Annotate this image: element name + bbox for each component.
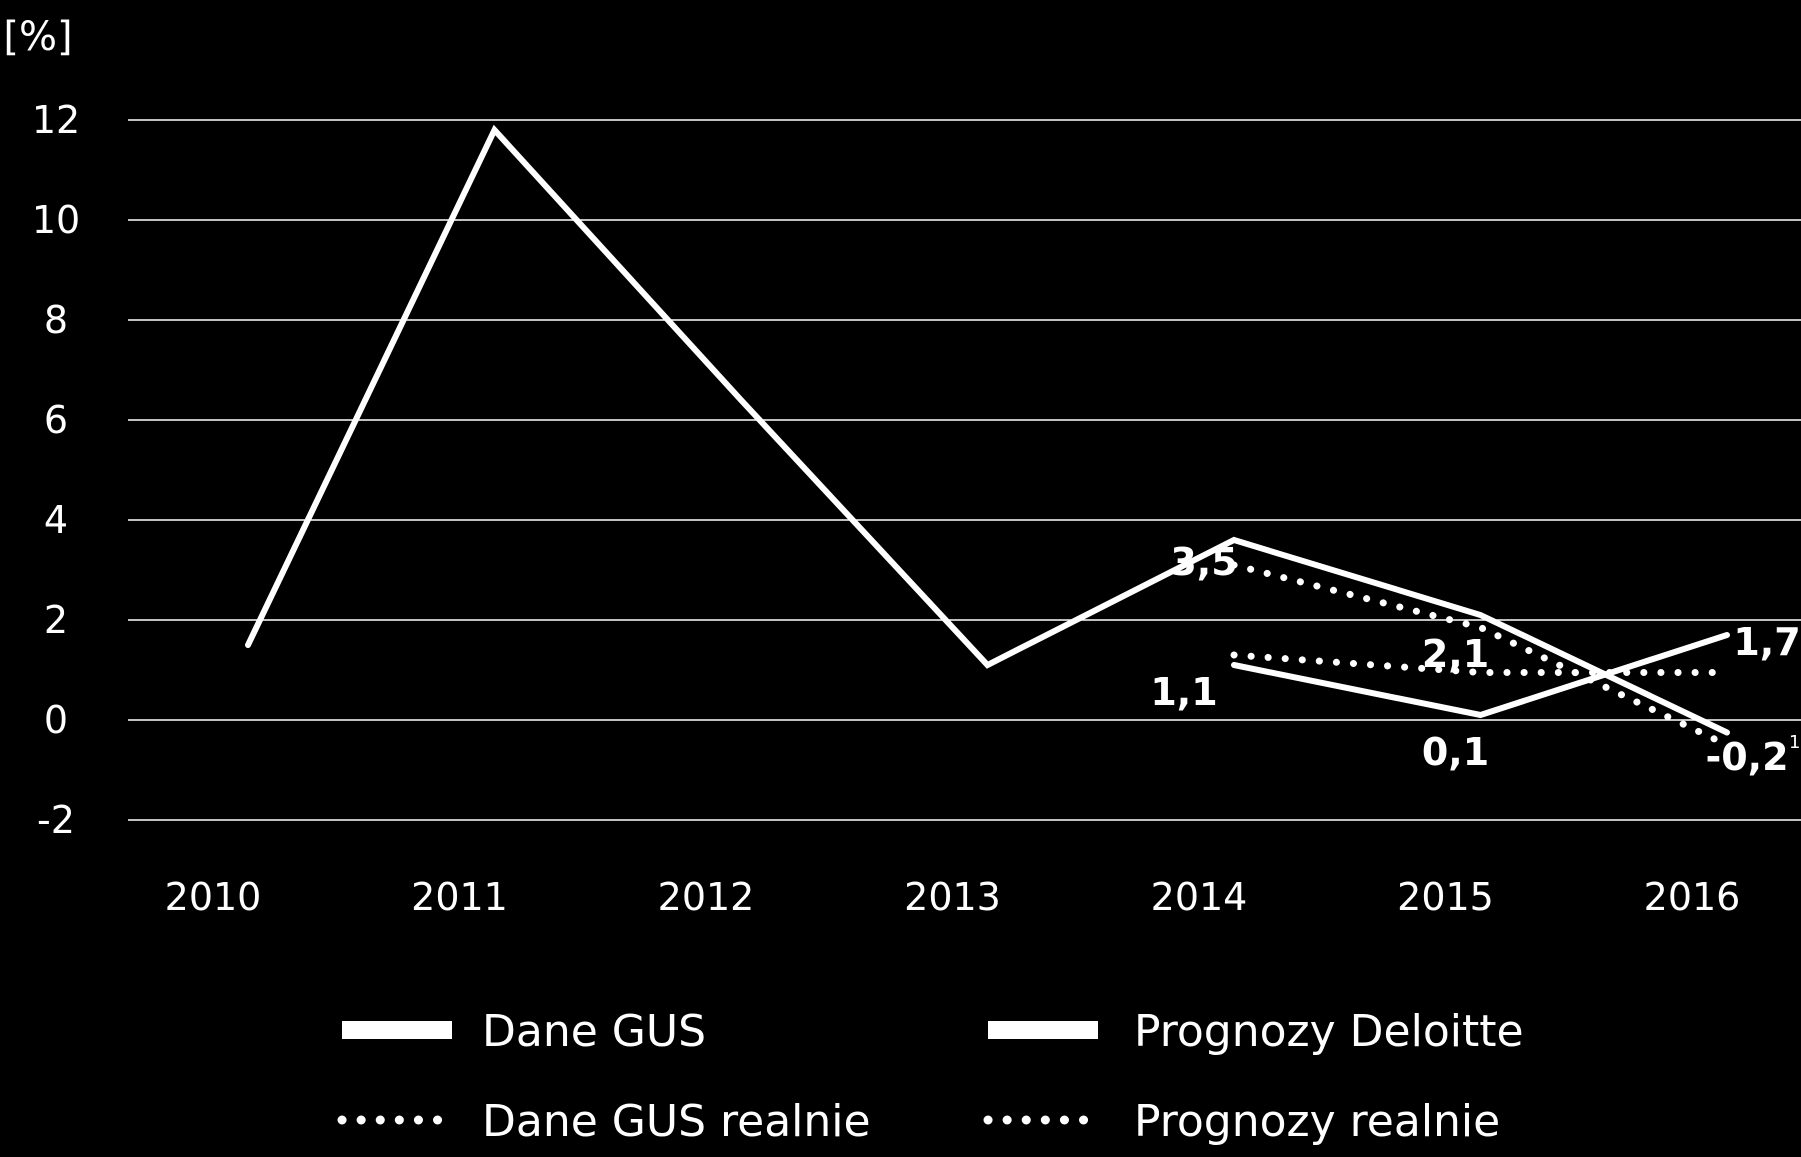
y-tick-label: -2 (37, 798, 75, 842)
legend: Dane GUS Prognozy Deloitte Dane GUS realni… (337, 1006, 1524, 1147)
data-labels: 3,5 1,1 2,1 0,1 1,7 -0,2 1 (1150, 540, 1800, 779)
data-label: -0,2 (1705, 735, 1788, 779)
y-tick-label: 0 (44, 698, 68, 742)
x-tick-label: 2015 (1397, 875, 1494, 919)
x-tick-label: 2012 (658, 875, 755, 919)
x-tick-label: 2011 (411, 875, 508, 919)
y-tick-label: 10 (32, 198, 80, 242)
y-tick-label: 6 (44, 398, 68, 442)
data-label: 0,1 (1422, 730, 1489, 774)
data-label: 2,1 (1422, 632, 1489, 676)
legend-label: Prognozy realnie (1134, 1096, 1500, 1147)
x-tick-label: 2014 (1151, 875, 1248, 919)
series-line (1230, 561, 1731, 749)
y-axis-unit-label: [%] (3, 14, 72, 60)
series-line (245, 124, 1730, 736)
x-tick-label: 2016 (1644, 875, 1741, 919)
data-label-superscript: 1 (1789, 732, 1800, 753)
y-axis-ticks: 12 10 8 6 4 2 0 -2 (32, 98, 80, 842)
y-tick-label: 8 (44, 298, 68, 342)
series-line (1230, 651, 1731, 676)
series-lines (245, 124, 1731, 749)
x-tick-label: 2010 (165, 875, 262, 919)
y-tick-label: 4 (44, 498, 68, 542)
y-tick-label: 12 (32, 98, 80, 142)
data-label: 1,7 (1733, 620, 1800, 664)
legend-label: Prognozy Deloitte (1134, 1006, 1524, 1057)
data-label: 3,5 (1170, 540, 1237, 584)
legend-label: Dane GUS realnie (482, 1096, 871, 1147)
series-line (1231, 632, 1730, 719)
x-tick-label: 2013 (904, 875, 1001, 919)
y-tick-label: 2 (44, 598, 68, 642)
legend-label: Dane GUS (482, 1006, 706, 1057)
data-label: 1,1 (1150, 670, 1217, 714)
x-axis-ticks: 2010 2011 2012 2013 2014 2015 2016 (165, 875, 1741, 919)
